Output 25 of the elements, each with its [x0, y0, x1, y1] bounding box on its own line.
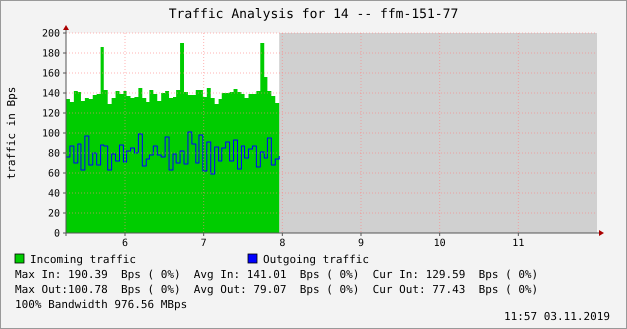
legend-label: Outgoing traffic [263, 253, 369, 266]
y-tick-label: 140 [42, 88, 60, 100]
y-tick-label: 20 [48, 208, 60, 220]
y-tick-label: 60 [48, 168, 60, 180]
y-axis-title: traffic in Bps [5, 86, 18, 180]
x-tick-label: 6 [122, 238, 128, 249]
y-tick-label: 0 [54, 228, 60, 240]
y-tick-label: 40 [48, 188, 60, 200]
x-tick-label: 11 [512, 238, 524, 249]
text: Max In: 190.39 Bps ( 0%) Avg In: 141.01 Bps ( 0%) Cur In: 129.59 Bps ( 0%) [15, 268, 538, 281]
legend-label: Incoming traffic [30, 253, 136, 266]
text: 11:57 03.11.2019 [504, 310, 610, 323]
x-tick-label: 10 [434, 238, 446, 249]
y-tick-label: 160 [42, 68, 60, 80]
x-tick-label: 9 [358, 238, 364, 249]
x-tick-label: 8 [279, 238, 286, 249]
x-tick-label: 7 [200, 238, 207, 249]
y-tick-label: 80 [48, 148, 60, 160]
text: Max Out:100.78 Bps ( 0%) Avg Out: 79.07 Bps ( 0%) Cur Out: 77.43 Bps ( 0%) [15, 283, 538, 296]
y-tick-label: 180 [42, 48, 60, 60]
y-tick-label: 100 [42, 128, 60, 140]
chart-title: Traffic Analysis for 14 -- ffm-151-77 [168, 7, 458, 22]
y-tick-label: 200 [42, 28, 60, 40]
y-tick-label: 120 [42, 108, 60, 120]
text: 100% Bandwidth 976.56 MBps [15, 298, 188, 311]
